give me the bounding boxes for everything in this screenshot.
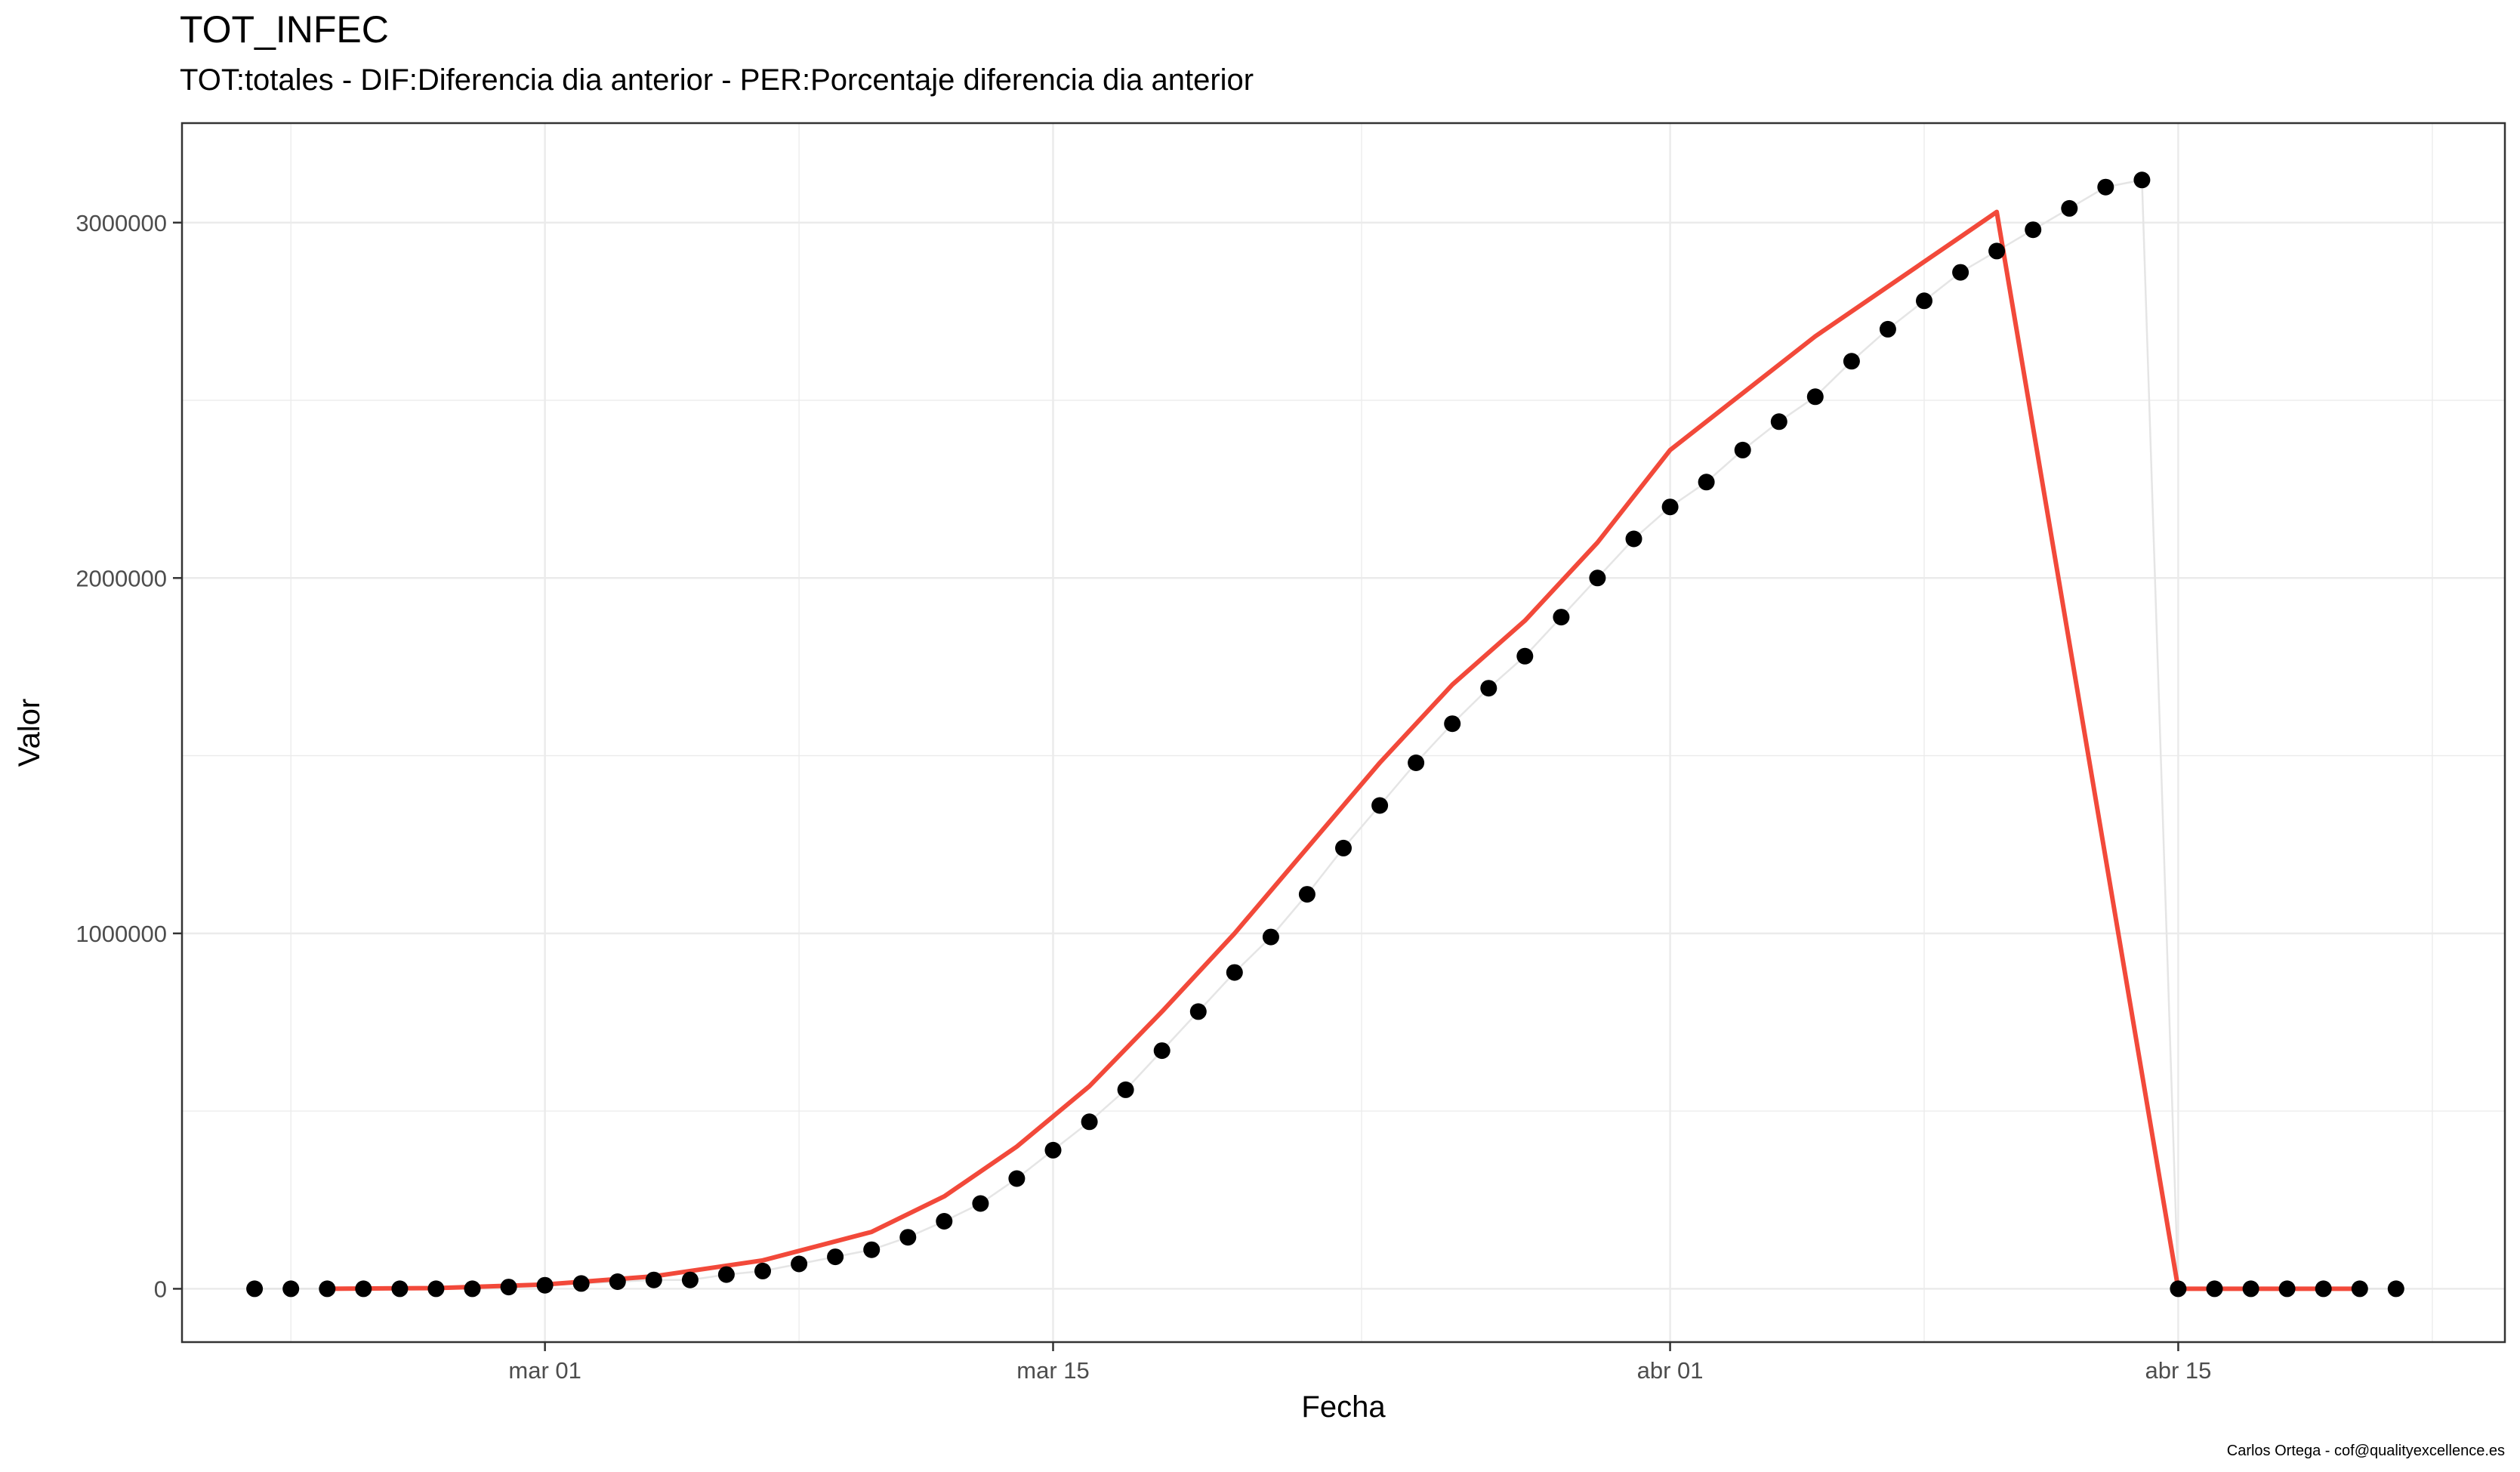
data-point	[1988, 242, 2006, 260]
data-point	[1516, 647, 1534, 665]
chart-subtitle: TOT:totales - DIF:Diferencia dia anterio…	[180, 63, 1254, 97]
data-point	[609, 1273, 626, 1290]
data-point	[2061, 199, 2078, 217]
data-point	[936, 1213, 953, 1230]
data-point	[754, 1262, 771, 1279]
data-point	[1952, 264, 1969, 281]
plot-background	[182, 123, 2505, 1342]
y-axis: 0 1000000 2000000 3000000	[76, 210, 182, 1302]
data-point	[1117, 1081, 1134, 1098]
data-point	[1081, 1113, 1098, 1131]
data-point	[319, 1280, 336, 1298]
y-axis-title: Valor	[13, 699, 46, 767]
data-point	[500, 1279, 517, 1296]
data-point	[1335, 839, 1352, 856]
data-point	[2351, 1280, 2368, 1298]
x-axis: mar 01 mar 15 abr 01 abr 15	[508, 1342, 2211, 1384]
data-point	[1226, 964, 1243, 981]
grid-minor	[182, 123, 2505, 1342]
data-point	[355, 1280, 372, 1298]
data-point	[1480, 680, 1498, 697]
panel-border	[180, 122, 2506, 1344]
data-point	[1262, 928, 1279, 946]
data-point	[717, 1266, 735, 1283]
x-tick-label: mar 01	[508, 1357, 581, 1384]
data-point	[572, 1275, 590, 1292]
data-point	[1553, 609, 1570, 626]
y-tick-label: 3000000	[76, 210, 167, 236]
smooth-line-layer	[325, 209, 2362, 1291]
data-point	[2133, 171, 2151, 189]
data-point	[1916, 292, 1932, 310]
data-point	[1589, 569, 1606, 587]
data-point	[972, 1195, 989, 1212]
data-point	[1770, 413, 1787, 430]
data-point	[536, 1276, 554, 1294]
x-tick-label: abr 15	[2145, 1357, 2211, 1384]
data-point	[791, 1255, 808, 1273]
data-point	[282, 1280, 300, 1298]
y-tick-label: 0	[154, 1276, 167, 1302]
data-point	[1843, 353, 1860, 370]
data-point	[2387, 1280, 2404, 1298]
data-point	[681, 1271, 699, 1288]
data-point	[2242, 1280, 2259, 1298]
x-tick-label: abr 01	[1637, 1357, 1704, 1384]
y-tick-label: 2000000	[76, 565, 167, 591]
data-point	[1625, 530, 1642, 548]
data-point	[464, 1280, 481, 1298]
data-point	[1879, 320, 1896, 338]
data-point	[391, 1280, 409, 1298]
data-point	[2315, 1280, 2332, 1298]
data-point	[1008, 1170, 1026, 1187]
data-point	[2025, 221, 2042, 239]
x-tick-label: mar 15	[1016, 1357, 1089, 1384]
series-smooth-line	[325, 209, 2362, 1291]
points-layer	[246, 171, 2404, 1298]
data-point	[1189, 1003, 1207, 1020]
data-point	[863, 1241, 881, 1258]
data-point	[1371, 797, 1389, 814]
data-point	[1044, 1141, 1062, 1159]
data-point	[2097, 178, 2114, 196]
data-point	[1444, 715, 1461, 733]
data-point	[827, 1248, 844, 1266]
chart-caption: Carlos Ortega - cof@qualityexcellence.es	[2226, 1443, 2505, 1459]
data-point	[1298, 886, 1316, 903]
data-point	[427, 1280, 445, 1298]
data-point	[645, 1271, 662, 1288]
data-point	[2206, 1280, 2223, 1298]
data-point	[899, 1229, 917, 1246]
data-point	[246, 1280, 264, 1298]
chart-title: TOT_INFEC	[180, 8, 389, 51]
data-point	[1806, 388, 1824, 406]
data-point	[1153, 1042, 1171, 1060]
data-point	[2170, 1280, 2187, 1298]
data-point	[1661, 498, 1679, 516]
data-point	[1734, 441, 1751, 458]
y-tick-label: 1000000	[76, 921, 167, 947]
data-point	[1408, 755, 1425, 771]
data-point	[2278, 1280, 2296, 1298]
x-axis-title: Fecha	[1301, 1390, 1386, 1424]
data-point	[1698, 474, 1715, 491]
